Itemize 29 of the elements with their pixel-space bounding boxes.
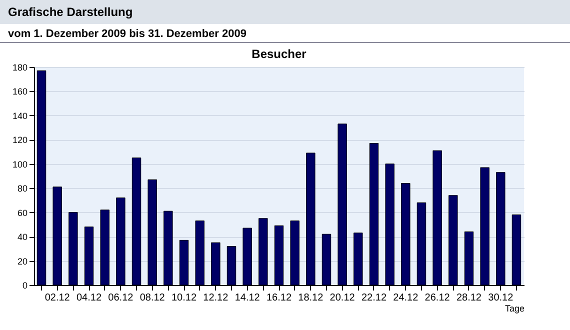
y-tick-label: 40 bbox=[17, 232, 28, 242]
x-tick-label: 16.12 bbox=[266, 292, 292, 304]
x-tick-label: 04.12 bbox=[76, 292, 102, 304]
x-tick-label: 14.12 bbox=[234, 292, 260, 304]
x-tick-label: 18.12 bbox=[298, 292, 324, 304]
text: Grafische Darstellung bbox=[0, 0, 570, 24]
x-tick-label: 08.12 bbox=[140, 292, 166, 304]
x-axis-title: Tage bbox=[504, 304, 524, 314]
y-tick-label: 20 bbox=[17, 256, 28, 266]
x-tick-label: 30.12 bbox=[488, 292, 514, 304]
y-tick-label: 160 bbox=[12, 86, 28, 97]
y-tick-label: 60 bbox=[17, 208, 28, 218]
y-tick-label: 0 bbox=[22, 280, 28, 290]
chart-title: Besucher bbox=[252, 47, 307, 61]
x-tick-label: 24.12 bbox=[393, 292, 419, 304]
x-tick-label: 12.12 bbox=[203, 292, 229, 304]
text: vom 1. Dezember 2009 bis 31. Dezember 2009 bbox=[0, 24, 570, 43]
y-tick-label: 80 bbox=[17, 184, 28, 194]
x-tick-label: 28.12 bbox=[456, 292, 482, 304]
y-tick-label: 140 bbox=[12, 110, 28, 121]
x-tick-label: 22.12 bbox=[361, 292, 387, 304]
x-tick-label: 20.12 bbox=[330, 292, 356, 304]
x-tick-label: 26.12 bbox=[424, 292, 450, 304]
x-tick-label: 06.12 bbox=[108, 292, 134, 304]
y-tick-label: 120 bbox=[12, 135, 28, 146]
x-tick-label: 10.12 bbox=[171, 292, 197, 304]
y-tick-label: 100 bbox=[12, 159, 28, 170]
x-tick-label: 02.12 bbox=[44, 292, 70, 304]
y-tick-label: 180 bbox=[12, 62, 28, 72]
